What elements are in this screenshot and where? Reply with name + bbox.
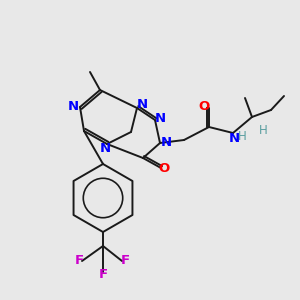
Text: H: H (259, 124, 267, 136)
Text: F: F (74, 254, 84, 268)
Text: N: N (68, 100, 79, 113)
Text: N: N (228, 131, 240, 145)
Text: F: F (120, 254, 130, 268)
Text: N: N (154, 112, 166, 124)
Text: O: O (198, 100, 210, 112)
Text: N: N (160, 136, 172, 149)
Text: F: F (98, 268, 108, 281)
Text: O: O (158, 161, 169, 175)
Text: N: N (99, 142, 111, 155)
Text: N: N (136, 98, 148, 112)
Text: H: H (238, 130, 246, 142)
